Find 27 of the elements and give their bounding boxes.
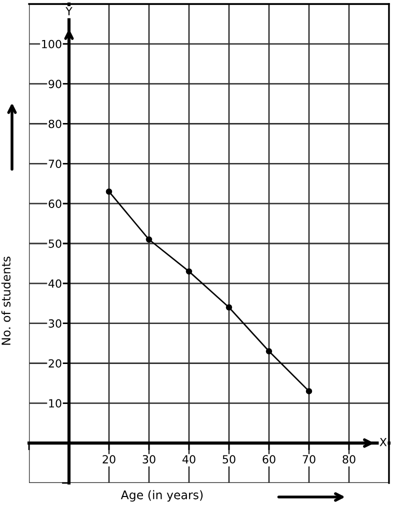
x-tick-label: 60: [262, 455, 276, 464]
x-tick-label: 20: [102, 455, 116, 464]
y-tick-label: 90: [48, 80, 62, 88]
y-tick-label: 40: [48, 279, 62, 288]
x-tick-label: 50: [222, 455, 236, 464]
x-tick-label: 70: [302, 455, 316, 464]
point: [186, 268, 192, 275]
y-tick-label: 20: [48, 359, 62, 368]
point: [226, 304, 232, 310]
x-tick-label: 80: [342, 455, 356, 464]
x-tick-label: 40: [182, 455, 196, 464]
y-tick-label: 80: [48, 120, 62, 128]
x-axis-title: Age (in years): [120, 490, 203, 502]
y-tick-label: 50: [48, 239, 62, 248]
x-tick-label: 30: [142, 455, 156, 464]
point: [266, 348, 272, 354]
annotation: X: [380, 438, 387, 446]
y-tick-label: 30: [48, 319, 62, 328]
y-tick-label: 100: [42, 40, 62, 48]
point: [306, 388, 312, 394]
y-axis-title: No. of students: [1, 256, 11, 345]
annotation: Y: [66, 7, 72, 16]
y-tick-label: 70: [48, 160, 62, 168]
y-tick-label: 10: [49, 399, 62, 408]
point: [146, 236, 152, 243]
point: [106, 188, 112, 195]
y-tick-label: 60: [48, 200, 62, 208]
